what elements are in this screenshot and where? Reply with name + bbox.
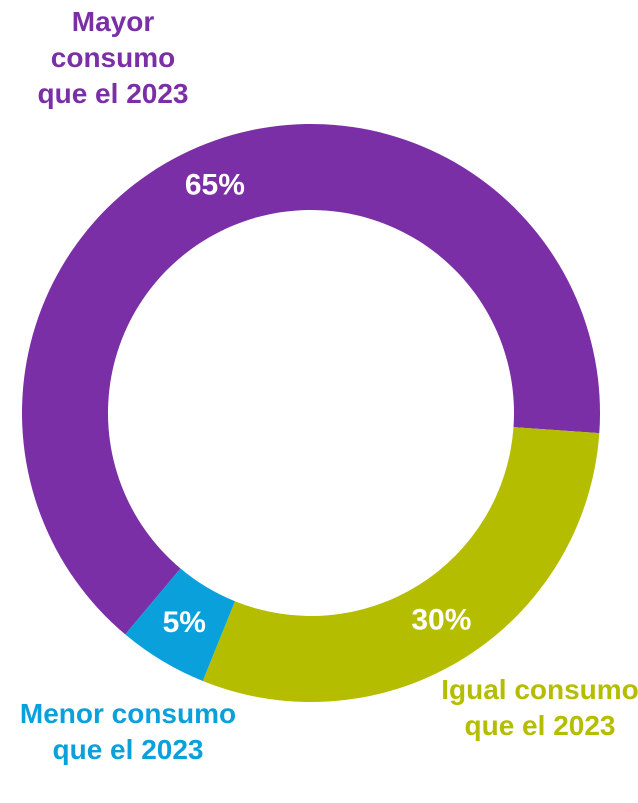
donut-segment bbox=[22, 124, 601, 635]
value-label: 5% bbox=[163, 606, 206, 639]
category-label: Menor consumo que el 2023 bbox=[19, 698, 237, 765]
donut-segment bbox=[125, 568, 235, 681]
category-label: Igual consumo que el 2023 bbox=[441, 674, 638, 741]
value-label: 65% bbox=[185, 168, 245, 201]
value-label: 30% bbox=[411, 604, 471, 637]
donut-segment bbox=[202, 427, 600, 702]
category-label: Mayor consumo que el 2023 bbox=[37, 6, 189, 109]
